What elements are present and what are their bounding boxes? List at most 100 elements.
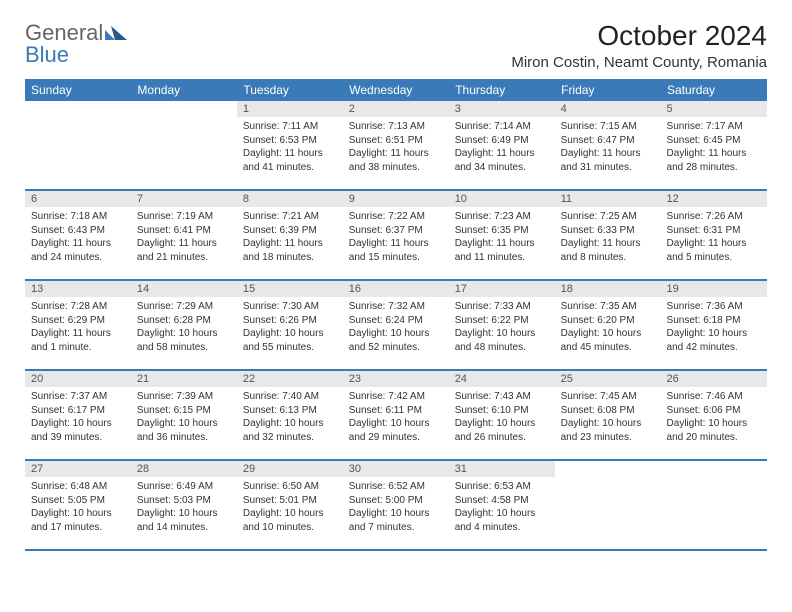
sunset-text: Sunset: 6:29 PM	[31, 314, 125, 328]
sunrise-text: Sunrise: 7:25 AM	[561, 210, 655, 224]
day-body: Sunrise: 6:50 AMSunset: 5:01 PMDaylight:…	[237, 477, 343, 540]
daylight-text: Daylight: 10 hours and 10 minutes.	[243, 507, 337, 534]
weekday-header: Sunday	[25, 79, 131, 101]
sunset-text: Sunset: 6:24 PM	[349, 314, 443, 328]
day-body: Sunrise: 7:32 AMSunset: 6:24 PMDaylight:…	[343, 297, 449, 360]
day-body: Sunrise: 7:45 AMSunset: 6:08 PMDaylight:…	[555, 387, 661, 450]
sunrise-text: Sunrise: 7:42 AM	[349, 390, 443, 404]
day-number: 2	[343, 101, 449, 117]
day-body: Sunrise: 7:43 AMSunset: 6:10 PMDaylight:…	[449, 387, 555, 450]
day-body: Sunrise: 7:18 AMSunset: 6:43 PMDaylight:…	[25, 207, 131, 270]
sunset-text: Sunset: 6:35 PM	[455, 224, 549, 238]
day-cell: 8Sunrise: 7:21 AMSunset: 6:39 PMDaylight…	[237, 190, 343, 280]
daylight-text: Daylight: 10 hours and 32 minutes.	[243, 417, 337, 444]
sunset-text: Sunset: 5:00 PM	[349, 494, 443, 508]
sunrise-text: Sunrise: 7:32 AM	[349, 300, 443, 314]
day-cell: 2Sunrise: 7:13 AMSunset: 6:51 PMDaylight…	[343, 101, 449, 190]
day-cell: 25Sunrise: 7:45 AMSunset: 6:08 PMDayligh…	[555, 370, 661, 460]
sunset-text: Sunset: 5:01 PM	[243, 494, 337, 508]
sunset-text: Sunset: 6:08 PM	[561, 404, 655, 418]
day-cell: 14Sunrise: 7:29 AMSunset: 6:28 PMDayligh…	[131, 280, 237, 370]
day-number: 23	[343, 371, 449, 387]
day-body: Sunrise: 7:39 AMSunset: 6:15 PMDaylight:…	[131, 387, 237, 450]
day-number: 8	[237, 191, 343, 207]
day-number: 31	[449, 461, 555, 477]
week-row: 20Sunrise: 7:37 AMSunset: 6:17 PMDayligh…	[25, 370, 767, 460]
daylight-text: Daylight: 11 hours and 28 minutes.	[667, 147, 761, 174]
day-cell: ..	[25, 101, 131, 190]
sunset-text: Sunset: 6:20 PM	[561, 314, 655, 328]
sunrise-text: Sunrise: 7:11 AM	[243, 120, 337, 134]
day-cell: 24Sunrise: 7:43 AMSunset: 6:10 PMDayligh…	[449, 370, 555, 460]
day-body: Sunrise: 7:15 AMSunset: 6:47 PMDaylight:…	[555, 117, 661, 180]
day-number: 17	[449, 281, 555, 297]
day-cell: 9Sunrise: 7:22 AMSunset: 6:37 PMDaylight…	[343, 190, 449, 280]
day-cell: 17Sunrise: 7:33 AMSunset: 6:22 PMDayligh…	[449, 280, 555, 370]
day-number: 1	[237, 101, 343, 117]
day-number: 24	[449, 371, 555, 387]
sunrise-text: Sunrise: 7:26 AM	[667, 210, 761, 224]
week-row: 13Sunrise: 7:28 AMSunset: 6:29 PMDayligh…	[25, 280, 767, 370]
day-number: 25	[555, 371, 661, 387]
sunrise-text: Sunrise: 7:35 AM	[561, 300, 655, 314]
sunset-text: Sunset: 6:43 PM	[31, 224, 125, 238]
logo-blue-line: Blue	[25, 42, 69, 68]
sunrise-text: Sunrise: 7:23 AM	[455, 210, 549, 224]
daylight-text: Daylight: 10 hours and 20 minutes.	[667, 417, 761, 444]
day-number: 7	[131, 191, 237, 207]
header: General October 2024 Miron Costin, Neamt…	[25, 20, 767, 71]
sunset-text: Sunset: 6:11 PM	[349, 404, 443, 418]
daylight-text: Daylight: 11 hours and 21 minutes.	[137, 237, 231, 264]
daylight-text: Daylight: 11 hours and 1 minute.	[31, 327, 125, 354]
weekday-header: Wednesday	[343, 79, 449, 101]
day-cell: 6Sunrise: 7:18 AMSunset: 6:43 PMDaylight…	[25, 190, 131, 280]
day-cell: 4Sunrise: 7:15 AMSunset: 6:47 PMDaylight…	[555, 101, 661, 190]
daylight-text: Daylight: 10 hours and 36 minutes.	[137, 417, 231, 444]
day-cell: 16Sunrise: 7:32 AMSunset: 6:24 PMDayligh…	[343, 280, 449, 370]
day-body: Sunrise: 7:29 AMSunset: 6:28 PMDaylight:…	[131, 297, 237, 360]
day-cell: 13Sunrise: 7:28 AMSunset: 6:29 PMDayligh…	[25, 280, 131, 370]
logo-text-blue: Blue	[25, 42, 69, 67]
day-number: 20	[25, 371, 131, 387]
daylight-text: Daylight: 11 hours and 18 minutes.	[243, 237, 337, 264]
daylight-text: Daylight: 10 hours and 39 minutes.	[31, 417, 125, 444]
weekday-header: Saturday	[661, 79, 767, 101]
day-number: 15	[237, 281, 343, 297]
day-body: Sunrise: 7:35 AMSunset: 6:20 PMDaylight:…	[555, 297, 661, 360]
sunrise-text: Sunrise: 6:50 AM	[243, 480, 337, 494]
sunrise-text: Sunrise: 7:29 AM	[137, 300, 231, 314]
sunrise-text: Sunrise: 7:30 AM	[243, 300, 337, 314]
day-number: 26	[661, 371, 767, 387]
day-cell: 27Sunrise: 6:48 AMSunset: 5:05 PMDayligh…	[25, 460, 131, 550]
sunset-text: Sunset: 6:15 PM	[137, 404, 231, 418]
day-cell: 1Sunrise: 7:11 AMSunset: 6:53 PMDaylight…	[237, 101, 343, 190]
sunrise-text: Sunrise: 6:49 AM	[137, 480, 231, 494]
sunset-text: Sunset: 6:28 PM	[137, 314, 231, 328]
day-number: 28	[131, 461, 237, 477]
day-cell: 11Sunrise: 7:25 AMSunset: 6:33 PMDayligh…	[555, 190, 661, 280]
sunrise-text: Sunrise: 7:36 AM	[667, 300, 761, 314]
day-number: 13	[25, 281, 131, 297]
daylight-text: Daylight: 10 hours and 17 minutes.	[31, 507, 125, 534]
sunset-text: Sunset: 5:03 PM	[137, 494, 231, 508]
day-cell: 21Sunrise: 7:39 AMSunset: 6:15 PMDayligh…	[131, 370, 237, 460]
day-cell: ..	[555, 460, 661, 550]
daylight-text: Daylight: 11 hours and 24 minutes.	[31, 237, 125, 264]
daylight-text: Daylight: 10 hours and 23 minutes.	[561, 417, 655, 444]
daylight-text: Daylight: 11 hours and 8 minutes.	[561, 237, 655, 264]
sunrise-text: Sunrise: 7:15 AM	[561, 120, 655, 134]
sunrise-text: Sunrise: 7:13 AM	[349, 120, 443, 134]
daylight-text: Daylight: 11 hours and 15 minutes.	[349, 237, 443, 264]
sunset-text: Sunset: 6:53 PM	[243, 134, 337, 148]
sunrise-text: Sunrise: 6:53 AM	[455, 480, 549, 494]
title-block: October 2024 Miron Costin, Neamt County,…	[511, 20, 767, 71]
sunrise-text: Sunrise: 7:43 AM	[455, 390, 549, 404]
day-number: 10	[449, 191, 555, 207]
day-cell: 20Sunrise: 7:37 AMSunset: 6:17 PMDayligh…	[25, 370, 131, 460]
sunset-text: Sunset: 6:10 PM	[455, 404, 549, 418]
day-number: 11	[555, 191, 661, 207]
day-number: 6	[25, 191, 131, 207]
day-body: Sunrise: 7:26 AMSunset: 6:31 PMDaylight:…	[661, 207, 767, 270]
weekday-header-row: SundayMondayTuesdayWednesdayThursdayFrid…	[25, 79, 767, 101]
day-body: Sunrise: 7:30 AMSunset: 6:26 PMDaylight:…	[237, 297, 343, 360]
